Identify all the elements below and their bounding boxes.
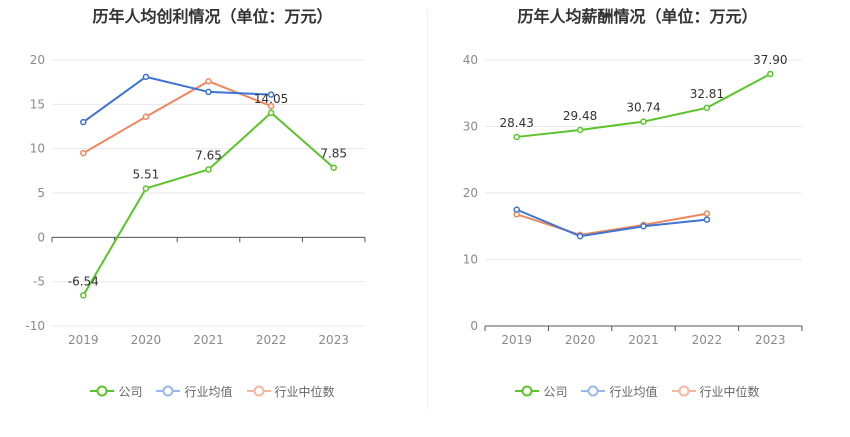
data-label-company: 7.65 bbox=[195, 149, 222, 163]
salary-per-capita-panel: 历年人均薪酬情况（单位：万元） 0 10 20 30 40 2019 2020 2021 202… bbox=[425, 0, 850, 437]
data-point-industry-avg[interactable] bbox=[576, 232, 584, 240]
salary-per-capita-chart: 0 10 20 30 40 2019 2020 2021 2022 2023 28.43 29.48 3… bbox=[463, 53, 803, 347]
legend-item-company[interactable]: 公司 bbox=[90, 383, 142, 400]
x-tick-label: 2019 bbox=[501, 333, 532, 347]
y-tick-label: 10 bbox=[463, 253, 478, 267]
x-tick-label: 2022 bbox=[256, 333, 287, 347]
data-point-industry-avg[interactable] bbox=[142, 73, 150, 81]
x-tick-label: 2019 bbox=[68, 333, 99, 347]
data-point-company[interactable] bbox=[142, 185, 150, 192]
series-line-industry-avg bbox=[82, 75, 272, 123]
legend-industry-median-marker-icon bbox=[671, 385, 696, 397]
x-tick-label: 2020 bbox=[131, 333, 162, 347]
legend: 公司 行业均值 行业中位数 bbox=[0, 381, 425, 401]
series-line-company bbox=[82, 111, 335, 296]
data-point-industry-avg[interactable] bbox=[267, 91, 275, 98]
x-tick-label: 2021 bbox=[193, 333, 224, 347]
data-point-company[interactable] bbox=[267, 109, 275, 117]
series-line-industry-median bbox=[516, 212, 708, 236]
data-point-industry-avg[interactable] bbox=[703, 216, 711, 223]
data-point-company[interactable] bbox=[330, 164, 337, 171]
data-label-company: 14.05 bbox=[254, 92, 288, 106]
y-tick-label: 0 bbox=[37, 230, 45, 244]
data-point-industry-avg[interactable] bbox=[80, 118, 87, 126]
legend: 公司 行业均值 行业中位数 bbox=[425, 381, 850, 401]
data-label-company: 5.51 bbox=[133, 167, 160, 181]
data-label-company: 37.90 bbox=[753, 53, 787, 67]
data-point-industry-median[interactable] bbox=[205, 78, 212, 85]
legend-label-industry-median: 行业中位数 bbox=[699, 384, 760, 399]
y-tick-label: 20 bbox=[30, 53, 45, 67]
panel-divider bbox=[427, 10, 428, 410]
legend-company-marker-icon bbox=[90, 385, 115, 397]
legend-item-industry-median[interactable]: 行业中位数 bbox=[671, 383, 760, 400]
data-point-company[interactable] bbox=[205, 166, 212, 173]
x-tick-label: 2021 bbox=[628, 333, 659, 347]
legend-label-industry-median: 行业中位数 bbox=[274, 384, 335, 399]
series-line-industry-median bbox=[82, 80, 272, 154]
data-label-company: 32.81 bbox=[690, 87, 724, 101]
data-point-industry-median[interactable] bbox=[267, 102, 275, 110]
chart-title: 历年人均创利情况（单位：万元） bbox=[92, 7, 333, 26]
legend-item-company[interactable]: 公司 bbox=[515, 383, 567, 400]
data-point-industry-median[interactable] bbox=[703, 210, 711, 217]
y-tick-label: 40 bbox=[463, 53, 478, 67]
legend-label-industry-avg: 行业均值 bbox=[184, 384, 233, 399]
y-tick-label: 5 bbox=[37, 186, 45, 200]
data-point-company[interactable] bbox=[767, 70, 774, 78]
x-tick-label: 2023 bbox=[318, 333, 349, 347]
legend-industry-avg-marker-icon bbox=[156, 385, 181, 397]
data-point-industry-avg[interactable] bbox=[205, 88, 212, 96]
series-line-industry-avg bbox=[516, 208, 708, 238]
legend-label-industry-avg: 行业均值 bbox=[609, 384, 658, 399]
x-tick-label: 2023 bbox=[755, 333, 786, 347]
profit-per-capita-chart: -10 -5 0 5 10 15 20 2019 2020 2021 2022 2023 -6.54 5.… bbox=[25, 53, 366, 347]
legend-item-industry-avg[interactable]: 行业均值 bbox=[156, 383, 233, 400]
data-point-industry-median[interactable] bbox=[80, 149, 87, 157]
x-tick-label: 2020 bbox=[565, 333, 596, 347]
data-point-company[interactable] bbox=[80, 292, 87, 299]
data-label-company: 29.48 bbox=[563, 109, 597, 123]
profit-per-capita-panel: 历年人均创利情况（单位：万元） -10 -5 0 5 10 15 20 2019 2020 202… bbox=[0, 7, 425, 401]
legend-label-company: 公司 bbox=[543, 384, 568, 399]
y-tick-label: 0 bbox=[470, 319, 478, 333]
y-tick-label: 20 bbox=[463, 186, 478, 200]
chart-title: 历年人均薪酬情况（单位：万元） bbox=[517, 7, 758, 26]
legend-company-marker-icon bbox=[515, 385, 540, 397]
data-point-industry-avg[interactable] bbox=[640, 223, 647, 230]
legend-label-company: 公司 bbox=[118, 384, 143, 399]
data-label-company: 30.74 bbox=[626, 101, 660, 115]
data-point-company[interactable] bbox=[513, 133, 520, 141]
y-tick-label: -5 bbox=[33, 275, 45, 289]
data-label-company: 28.43 bbox=[500, 116, 534, 130]
legend-industry-avg-marker-icon bbox=[581, 385, 606, 397]
x-tick-label: 2022 bbox=[692, 333, 723, 347]
legend-industry-median-marker-icon bbox=[246, 385, 271, 397]
y-tick-label: 30 bbox=[463, 120, 478, 134]
legend-item-industry-median[interactable]: 行业中位数 bbox=[246, 383, 335, 400]
y-tick-label: -10 bbox=[25, 319, 45, 333]
data-point-industry-median[interactable] bbox=[142, 113, 150, 120]
data-point-industry-avg[interactable] bbox=[513, 206, 520, 213]
data-point-company[interactable] bbox=[703, 104, 711, 112]
y-tick-label: 15 bbox=[30, 97, 45, 111]
data-label-company: 7.85 bbox=[320, 147, 347, 161]
data-point-company[interactable] bbox=[640, 118, 647, 125]
data-point-company[interactable] bbox=[576, 126, 584, 134]
legend-item-industry-avg[interactable]: 行业均值 bbox=[581, 383, 658, 400]
y-tick-label: 10 bbox=[30, 142, 45, 156]
data-label-company: -6.54 bbox=[68, 274, 99, 288]
